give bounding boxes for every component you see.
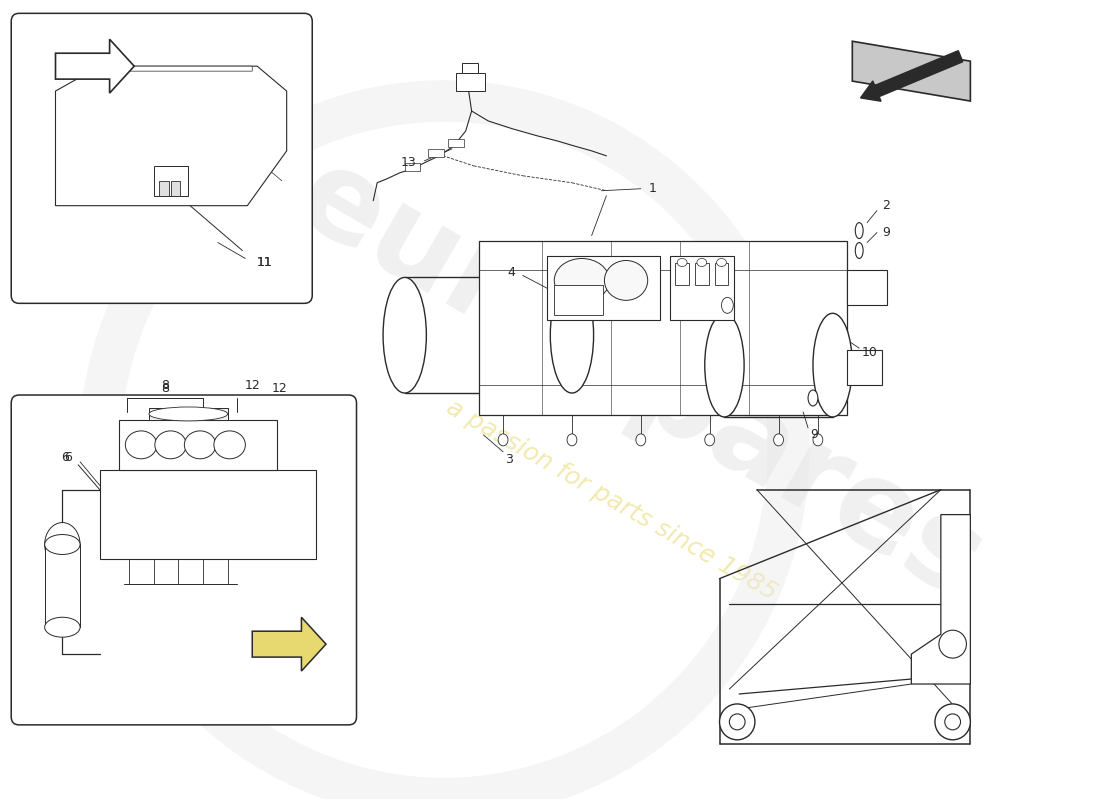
Text: 8: 8 — [161, 378, 168, 391]
Polygon shape — [847, 270, 887, 306]
Ellipse shape — [636, 434, 646, 446]
Polygon shape — [847, 350, 882, 385]
Circle shape — [729, 714, 745, 730]
Bar — [428, 149, 444, 157]
Ellipse shape — [678, 258, 688, 266]
Ellipse shape — [813, 314, 852, 417]
Ellipse shape — [550, 278, 594, 393]
FancyArrow shape — [860, 50, 962, 102]
FancyBboxPatch shape — [11, 14, 312, 303]
Text: 11: 11 — [257, 256, 273, 269]
Ellipse shape — [213, 431, 245, 458]
Ellipse shape — [185, 431, 216, 458]
Polygon shape — [478, 241, 847, 415]
Ellipse shape — [383, 278, 427, 393]
Ellipse shape — [808, 390, 818, 406]
Circle shape — [939, 630, 967, 658]
Ellipse shape — [45, 534, 80, 554]
Polygon shape — [911, 514, 970, 684]
Bar — [120, 420, 277, 470]
Text: 13: 13 — [400, 156, 417, 170]
Ellipse shape — [773, 434, 783, 446]
Polygon shape — [90, 66, 252, 71]
Bar — [158, 181, 168, 196]
Text: 9: 9 — [882, 226, 890, 239]
Text: a passion for parts since 1985: a passion for parts since 1985 — [442, 395, 781, 605]
Text: 8: 8 — [161, 382, 168, 394]
Text: 11: 11 — [257, 256, 273, 269]
FancyBboxPatch shape — [11, 395, 356, 725]
Ellipse shape — [705, 434, 715, 446]
Ellipse shape — [566, 434, 576, 446]
Bar — [448, 139, 464, 147]
Text: eurospares: eurospares — [277, 136, 1004, 624]
Ellipse shape — [45, 618, 80, 637]
Bar — [548, 255, 660, 320]
Bar — [675, 263, 689, 286]
Polygon shape — [852, 42, 970, 101]
Text: 2: 2 — [882, 199, 890, 212]
Bar — [670, 255, 735, 320]
Ellipse shape — [155, 431, 186, 458]
Ellipse shape — [722, 298, 734, 314]
Ellipse shape — [148, 407, 228, 421]
Bar — [45, 545, 80, 627]
Ellipse shape — [716, 258, 726, 266]
Bar — [695, 263, 708, 286]
Ellipse shape — [856, 222, 864, 238]
Ellipse shape — [856, 242, 864, 258]
Text: 1: 1 — [649, 182, 657, 195]
Bar — [170, 181, 180, 196]
Polygon shape — [55, 66, 287, 206]
Text: 10: 10 — [862, 346, 878, 358]
Text: 6: 6 — [62, 451, 69, 464]
Bar — [715, 263, 728, 286]
Text: 12: 12 — [272, 382, 288, 394]
Bar — [554, 286, 604, 315]
Text: 3: 3 — [505, 454, 513, 466]
Ellipse shape — [705, 314, 744, 417]
Bar — [100, 470, 316, 559]
Circle shape — [719, 704, 755, 740]
Bar — [462, 63, 477, 73]
Ellipse shape — [554, 258, 609, 302]
Text: 6: 6 — [64, 451, 73, 464]
Polygon shape — [55, 39, 134, 93]
Ellipse shape — [697, 258, 706, 266]
Text: 12: 12 — [244, 378, 260, 391]
Polygon shape — [252, 618, 326, 671]
Circle shape — [945, 714, 960, 730]
Ellipse shape — [45, 522, 80, 566]
Text: 9: 9 — [810, 428, 818, 442]
Ellipse shape — [125, 431, 157, 458]
Ellipse shape — [498, 434, 508, 446]
Ellipse shape — [604, 261, 648, 300]
Circle shape — [935, 704, 970, 740]
Text: 4: 4 — [507, 266, 515, 279]
Bar — [148, 408, 228, 420]
Bar — [154, 166, 188, 196]
Ellipse shape — [813, 434, 823, 446]
Bar — [455, 73, 485, 91]
Bar — [405, 163, 420, 170]
